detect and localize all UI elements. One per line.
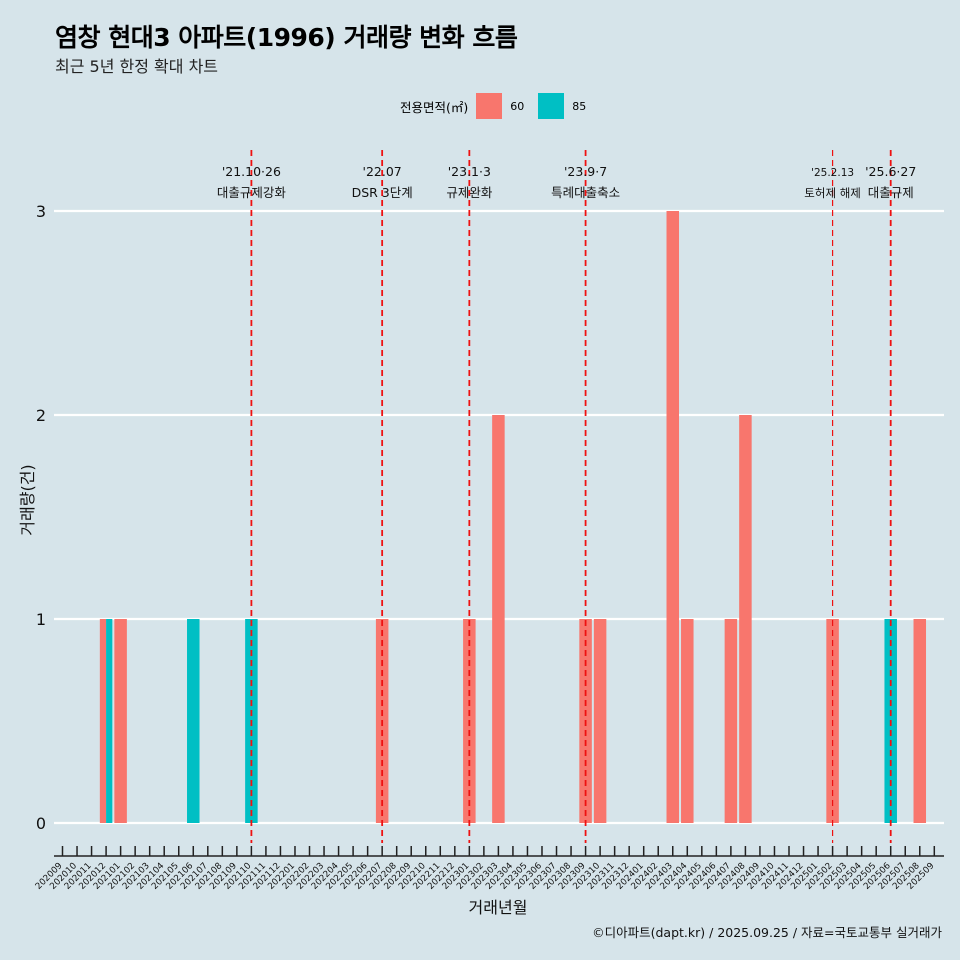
bar-60-202404 [681, 619, 694, 823]
event-date-label: '23.1·3 [448, 164, 491, 179]
event-name-label: 대출규제강화 [217, 185, 287, 200]
event-date-label: '25.6·27 [865, 164, 916, 179]
event-date-label: '21.10·26 [222, 164, 281, 179]
bar-60-202403 [666, 211, 680, 823]
legend-label-60: 60 [510, 99, 525, 113]
event-name-label: 특례대출축소 [551, 185, 620, 200]
source-caption: ©디아파트(dapt.kr) / 2025.09.25 / 자료=국토교통부 실… [592, 925, 942, 940]
chart-subtitle: 최근 5년 한정 확대 차트 [55, 57, 219, 76]
bar-60-202310 [593, 619, 607, 823]
y-axis-title: 거래량(건) [18, 464, 37, 535]
legend: 전용면적(㎡) 60 85 [400, 93, 600, 119]
legend-label-85: 85 [572, 99, 587, 113]
x-axis-title: 거래년월 [469, 898, 528, 917]
event-date-label: '23.9·7 [564, 164, 607, 179]
legend-swatch-85 [538, 93, 565, 119]
bar-60-202012 [99, 619, 107, 823]
chart-title: 염창 현대3 아파트(1996) 거래량 변화 흐름 [55, 23, 518, 52]
bar-60-202508 [913, 619, 927, 823]
bar-60-202101 [114, 619, 127, 823]
bar-60-202303 [492, 415, 505, 823]
y-tick-label: 1 [36, 610, 46, 629]
y-tick-label: 3 [36, 202, 46, 221]
bar-85-202012 [106, 619, 113, 823]
event-date-label: '25.2.13 [811, 167, 854, 179]
event-name-label: 대출규제 [868, 185, 914, 200]
y-tick-label: 2 [36, 406, 46, 425]
y-tick-label: 0 [36, 814, 46, 833]
event-name-label: 토허제 해제 [804, 186, 861, 200]
bar-60-202408 [739, 415, 752, 823]
bar-85-202106 [187, 619, 200, 823]
legend-title: 전용면적(㎡) [400, 99, 469, 115]
bar-60-202407 [724, 619, 738, 823]
event-name-label: DSR 3단계 [352, 185, 413, 200]
legend-swatch-60 [476, 93, 503, 119]
event-date-label: '22.07 [363, 164, 402, 179]
event-name-label: 규제완화 [446, 185, 493, 200]
